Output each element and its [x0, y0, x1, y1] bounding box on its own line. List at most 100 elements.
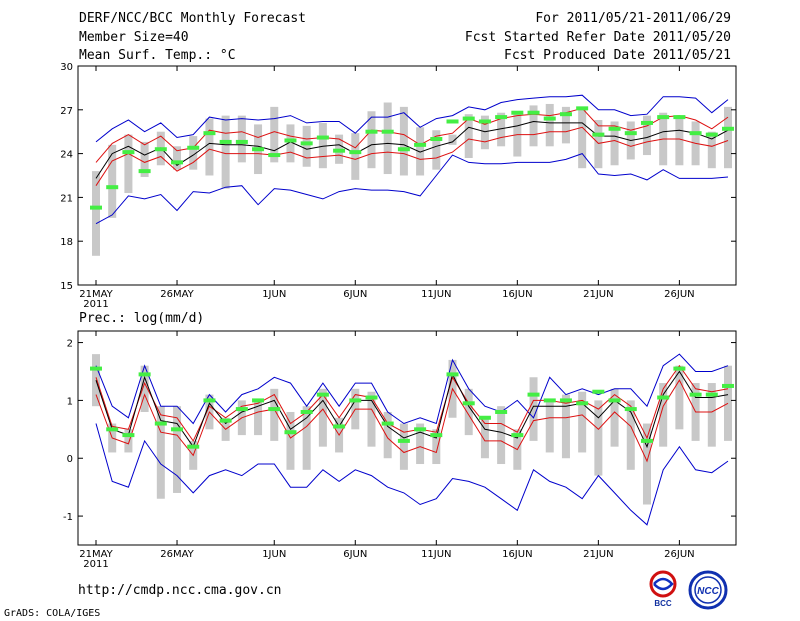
spread-box-2-39 [707, 383, 716, 447]
observed-mark-2-11 [252, 398, 265, 403]
spread-box-1-15 [318, 122, 327, 169]
spread-box-2-19 [383, 411, 392, 459]
observed-mark-2-29 [543, 398, 556, 403]
spread-box-1-28 [529, 105, 538, 147]
x-tick-label-2-1: 21MAY [79, 549, 113, 560]
observed-mark-2-5 [154, 421, 167, 426]
observed-mark-1-32 [592, 132, 605, 137]
observed-mark-2-15 [316, 392, 329, 397]
observed-mark-1-34 [624, 131, 637, 136]
spread-box-2-21 [416, 423, 425, 465]
observed-mark-1-39 [705, 132, 718, 137]
observed-mark-1-6 [171, 160, 184, 165]
bcc-logo: BCC [649, 570, 677, 608]
spread-box-2-13 [286, 411, 295, 470]
observed-mark-2-35 [640, 438, 653, 443]
series-lower-line-2 [95, 379, 729, 463]
spread-box-1-24 [464, 114, 473, 158]
member-size: Member Size=40 [79, 30, 189, 45]
observed-mark-1-30 [559, 112, 572, 117]
y-tick-label-2-4: 2 [67, 339, 73, 350]
observed-mark-1-12 [268, 153, 281, 158]
x-tick-label-1-3: 1JUN [262, 289, 286, 300]
spread-box-1-39 [707, 131, 716, 169]
observed-mark-1-18 [365, 129, 378, 134]
observed-mark-2-7 [187, 444, 200, 449]
observed-mark-2-38 [689, 392, 702, 397]
observed-mark-1-33 [608, 126, 621, 131]
observed-mark-2-3 [122, 433, 135, 438]
observed-mark-2-8 [203, 398, 216, 403]
spread-box-1-14 [302, 125, 311, 167]
observed-mark-2-10 [235, 407, 248, 412]
y-tick-label-2-2: 0 [67, 454, 73, 465]
spread-box-1-17 [351, 133, 360, 180]
x-tick-label-2-5: 11JUN [421, 549, 451, 560]
observed-mark-1-9 [219, 139, 232, 144]
spread-box-2-40 [724, 365, 732, 441]
observed-mark-2-1 [90, 366, 102, 371]
spread-box-2-34 [626, 400, 635, 470]
spread-box-1-1 [92, 171, 100, 256]
observed-mark-1-4 [138, 169, 151, 174]
spread-box-2-25 [480, 417, 489, 459]
spread-box-2-14 [302, 406, 311, 470]
observed-mark-2-37 [673, 366, 686, 371]
plot-frame-1 [77, 65, 737, 286]
spread-box-2-4 [140, 365, 149, 412]
observed-mark-2-9 [219, 418, 232, 423]
observed-mark-2-28 [527, 392, 540, 397]
produced-date: Fcst Produced Date 2011/05/21 [504, 48, 731, 63]
forecast-title: DERF/NCC/BCC Monthly Forecast [79, 11, 306, 26]
spread-box-1-12 [270, 106, 279, 163]
spread-box-2-15 [318, 388, 327, 447]
observed-mark-2-34 [624, 407, 637, 412]
spread-box-1-8 [205, 118, 214, 176]
forecast-period: For 2011/05/21-2011/06/29 [535, 11, 731, 26]
observed-mark-2-36 [657, 395, 670, 400]
observed-mark-2-31 [576, 401, 589, 406]
spread-box-1-23 [448, 134, 457, 145]
spread-box-2-30 [561, 394, 570, 459]
spread-box-1-3 [124, 134, 133, 194]
observed-mark-2-19 [381, 421, 394, 426]
spread-box-2-5 [156, 406, 165, 499]
variable-label: Mean Surf. Temp.: °C [79, 48, 236, 63]
spread-box-1-26 [497, 112, 506, 147]
observed-mark-2-40 [722, 383, 734, 388]
observed-mark-1-38 [689, 131, 702, 136]
observed-mark-2-13 [284, 430, 297, 435]
x-tick-label-1-6: 16JUN [502, 289, 532, 300]
observed-mark-2-30 [559, 398, 572, 403]
observed-mark-2-27 [511, 433, 524, 438]
x-tick-label-2-7: 21JUN [583, 549, 613, 560]
spread-box-1-20 [399, 106, 408, 176]
observed-mark-1-14 [300, 141, 313, 146]
spread-box-1-31 [578, 106, 587, 169]
observed-mark-2-6 [171, 427, 184, 432]
observed-mark-2-32 [592, 389, 605, 394]
observed-mark-1-31 [576, 106, 589, 111]
observed-mark-2-33 [608, 398, 621, 403]
spread-box-2-28 [529, 377, 538, 441]
x-tick-label-1-1: 21MAY [79, 289, 113, 300]
spread-box-2-24 [464, 388, 473, 436]
spread-box-1-30 [561, 106, 570, 144]
y-tick-label-1-2: 18 [60, 237, 73, 248]
observed-mark-2-2 [106, 427, 119, 432]
observed-mark-1-13 [284, 138, 297, 143]
observed-mark-2-12 [268, 407, 281, 412]
source-url[interactable]: http://cmdp.ncc.cma.gov.cn [78, 583, 282, 598]
y-tick-label-1-6: 30 [60, 62, 73, 73]
observed-mark-1-7 [187, 145, 200, 150]
x-tick-label-1-4: 6JUN [343, 289, 367, 300]
spread-box-2-12 [270, 388, 279, 441]
spread-box-1-10 [237, 115, 246, 163]
observed-mark-1-11 [252, 147, 265, 152]
observed-mark-2-23 [446, 372, 459, 377]
observed-mark-1-20 [397, 147, 410, 152]
spread-box-2-11 [254, 400, 263, 436]
observed-mark-2-22 [430, 433, 443, 438]
observed-mark-1-2 [106, 185, 119, 190]
series-upper-line-1 [95, 107, 729, 163]
